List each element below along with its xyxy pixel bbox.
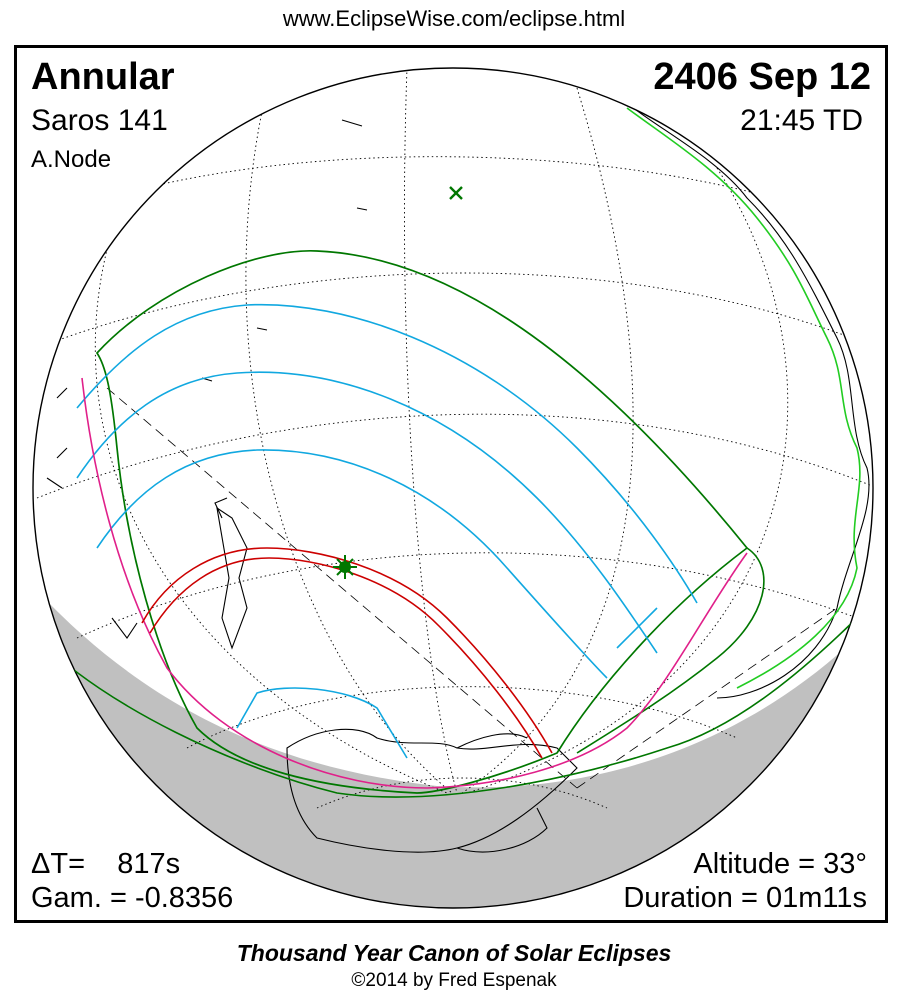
penumbral-limit-north bbox=[95, 250, 749, 794]
globe-map bbox=[32, 67, 874, 909]
eclipse-date: 2406 Sep 12 bbox=[653, 56, 871, 98]
eclipse-map-frame: Annular Saros 141 A.Node 2406 Sep 12 21:… bbox=[14, 45, 888, 923]
delta-t-label: ΔT= 817s bbox=[31, 848, 181, 880]
saros-label: Saros 141 bbox=[31, 104, 168, 137]
graticule bbox=[36, 68, 873, 809]
canon-title: Thousand Year Canon of Solar Eclipses bbox=[236, 940, 672, 966]
copyright: ©2014 by Fred Espenak bbox=[351, 970, 557, 991]
eclipse-time: 21:45 TD bbox=[740, 104, 863, 137]
rise-set-curve bbox=[81, 377, 748, 789]
greatest-eclipse-axis bbox=[106, 387, 578, 789]
terminator-coast bbox=[626, 107, 861, 689]
night-shade bbox=[33, 568, 873, 908]
eclipse-type: Annular bbox=[31, 56, 175, 98]
greatest-eclipse-star bbox=[333, 555, 357, 579]
duration-label: Duration = 01m11s bbox=[623, 882, 867, 914]
gamma-label: Gam. = -0.8356 bbox=[31, 882, 234, 914]
subsolar-x-marker bbox=[449, 186, 463, 200]
source-url: www.EclipseWise.com/eclipse.html bbox=[282, 6, 626, 31]
altitude-label: Altitude = 33° bbox=[693, 848, 867, 880]
partial-magnitude-curves bbox=[76, 303, 698, 759]
central-path bbox=[141, 547, 553, 759]
globe-outline bbox=[32, 67, 874, 909]
penumbral-limit-south bbox=[36, 607, 868, 798]
coastlines bbox=[46, 102, 870, 853]
node-label: A.Node bbox=[31, 146, 112, 173]
